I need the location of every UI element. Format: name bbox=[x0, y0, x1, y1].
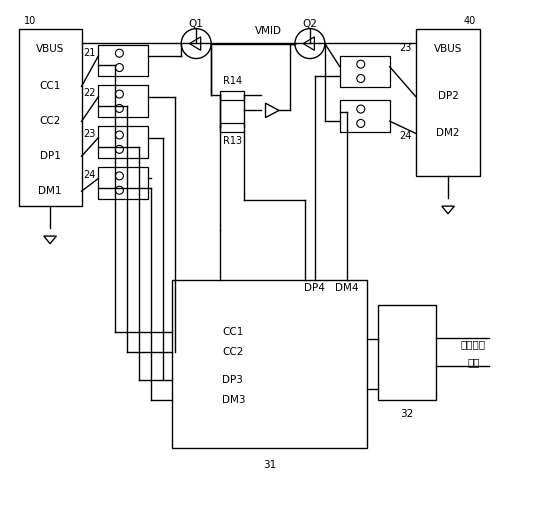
Text: VMID: VMID bbox=[254, 26, 282, 36]
Text: R14: R14 bbox=[223, 76, 242, 86]
Text: 模拟开关: 模拟开关 bbox=[461, 339, 486, 349]
Text: DM2: DM2 bbox=[437, 129, 460, 139]
Circle shape bbox=[115, 131, 124, 139]
Circle shape bbox=[115, 186, 124, 194]
Text: Q2: Q2 bbox=[302, 18, 317, 28]
Bar bbox=[340, 101, 389, 132]
Bar bbox=[172, 280, 366, 447]
Text: 40: 40 bbox=[463, 16, 475, 26]
Text: 31: 31 bbox=[263, 461, 276, 471]
Circle shape bbox=[115, 172, 124, 180]
Text: DM1: DM1 bbox=[38, 186, 62, 196]
Text: DM3: DM3 bbox=[222, 395, 246, 405]
Text: DP3: DP3 bbox=[222, 375, 243, 385]
Circle shape bbox=[295, 28, 325, 58]
Text: 23: 23 bbox=[83, 129, 96, 139]
Text: CC2: CC2 bbox=[222, 347, 243, 357]
Text: CC1: CC1 bbox=[222, 327, 243, 337]
Text: 23: 23 bbox=[400, 43, 412, 53]
Text: 24: 24 bbox=[400, 131, 412, 141]
Circle shape bbox=[115, 64, 124, 72]
Circle shape bbox=[357, 74, 365, 83]
Text: 24: 24 bbox=[83, 170, 96, 180]
Bar bbox=[220, 91, 244, 100]
Circle shape bbox=[115, 104, 124, 112]
Text: DM4: DM4 bbox=[335, 283, 358, 293]
Circle shape bbox=[357, 105, 365, 113]
Circle shape bbox=[357, 60, 365, 68]
Text: Q1: Q1 bbox=[189, 18, 203, 28]
Circle shape bbox=[115, 49, 124, 57]
Bar bbox=[98, 126, 148, 158]
Text: DP4: DP4 bbox=[305, 283, 325, 293]
Circle shape bbox=[357, 120, 365, 128]
Bar bbox=[378, 305, 435, 399]
Bar bbox=[220, 123, 244, 132]
Text: CC1: CC1 bbox=[39, 82, 61, 92]
Text: 22: 22 bbox=[83, 89, 96, 99]
Text: R13: R13 bbox=[223, 136, 242, 147]
Circle shape bbox=[181, 28, 211, 58]
Text: VBUS: VBUS bbox=[434, 44, 462, 54]
Text: CC2: CC2 bbox=[39, 116, 61, 126]
Bar bbox=[98, 45, 148, 76]
Bar bbox=[416, 28, 480, 176]
Text: DP1: DP1 bbox=[39, 151, 61, 161]
Text: VBUS: VBUS bbox=[36, 44, 65, 54]
Text: 21: 21 bbox=[83, 47, 96, 57]
Text: 32: 32 bbox=[400, 408, 414, 418]
Circle shape bbox=[115, 145, 124, 153]
Bar bbox=[98, 167, 148, 199]
Text: 10: 10 bbox=[24, 16, 36, 26]
Text: 控制: 控制 bbox=[467, 357, 480, 367]
Bar bbox=[19, 28, 82, 206]
Circle shape bbox=[115, 90, 124, 98]
Bar bbox=[98, 85, 148, 118]
Text: DP2: DP2 bbox=[438, 92, 458, 101]
Bar bbox=[340, 55, 389, 87]
